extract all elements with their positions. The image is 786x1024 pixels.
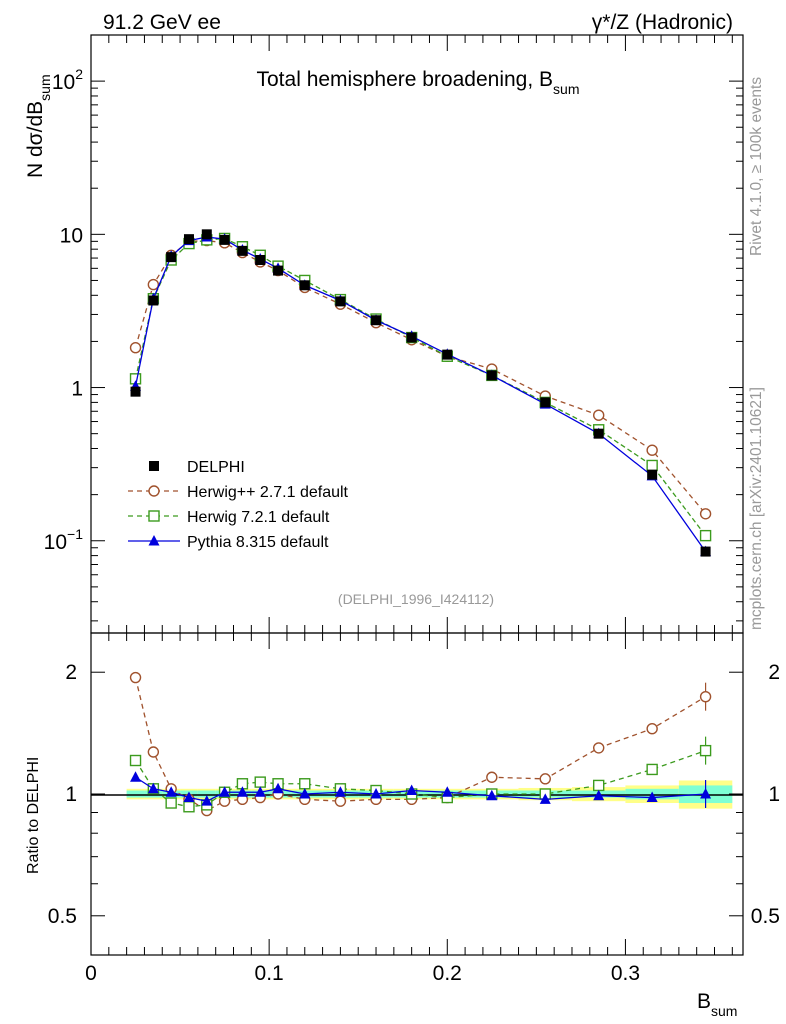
ratio-pythia-point <box>201 795 213 806</box>
ratio-pythia-point <box>406 784 418 796</box>
main-ylabel: N dσ/dBsum <box>24 74 53 178</box>
herwig7-point <box>699 529 712 542</box>
analysis-id: (DELPHI_1996_I424112) <box>338 591 494 607</box>
energy-label: 91.2 GeV ee <box>103 11 221 34</box>
x-tick-label: 0.3 <box>611 962 640 985</box>
delphi-point <box>371 315 382 326</box>
ratio-pythia-point <box>219 786 231 797</box>
ratio-herwig7-point <box>699 744 712 757</box>
ratio-pythia-point <box>441 786 453 797</box>
ratio-pythia-point <box>299 788 311 799</box>
delphi-point <box>183 234 194 245</box>
ratio-pythia-point <box>183 791 195 803</box>
delphi-point <box>201 229 212 240</box>
ratio-herwigpp-point <box>486 771 498 783</box>
herwigpp-point <box>699 508 712 520</box>
ratio-herwigpp-point <box>646 723 658 735</box>
ratio-herwigpp-point <box>147 746 160 758</box>
ratio-ylabel: Ratio to DELPHI <box>25 757 42 874</box>
delphi-point <box>148 295 159 306</box>
legend-marker-herwig7 <box>148 510 160 522</box>
ratio-pythia-point <box>165 786 177 797</box>
herwigpp-point <box>129 341 142 354</box>
herwigpp-point <box>147 278 160 291</box>
x-tick-label: 0 <box>85 962 97 985</box>
y-tick-label: 10 <box>60 224 83 247</box>
legend-marker-herwigpp <box>148 485 160 497</box>
ratio-pythia-point <box>370 788 382 799</box>
ratio-pythia-point <box>486 789 498 801</box>
delphi-point <box>219 234 230 245</box>
ratio-pythia-point <box>646 791 658 803</box>
ratio-y-tick-label: 2 <box>65 661 77 684</box>
legend-label: Pythia 8.315 default <box>187 534 329 551</box>
ratio-pythia-point <box>593 789 605 801</box>
delphi-point <box>299 280 310 291</box>
ratio-pythia-point <box>539 793 551 804</box>
ratio-pythia-point <box>130 771 142 782</box>
ratio-y-tick-label: 0.5 <box>48 905 77 928</box>
ratio-pythia-point <box>147 782 159 794</box>
delphi-point <box>406 332 417 343</box>
ratio-pythia-point <box>272 782 284 794</box>
x-axis-label: Bsum <box>697 990 737 1019</box>
ratio-panel: 0.5 0.5 1 1 2 2 0 0.1 0.2 0.3 Ratio to DELPHI Bsu… <box>25 632 780 1019</box>
delphi-point <box>700 546 711 557</box>
ratio-band-inner <box>197 790 216 798</box>
ratio-y-tick-label-right: 0.5 <box>751 905 780 928</box>
herwigpp-point <box>593 409 605 421</box>
ratio-pythia-point <box>254 786 266 797</box>
ratio-pythia-point <box>700 788 712 799</box>
plot-title: Total hemisphere broadening, Bsum <box>257 68 580 97</box>
ratio-herwigpp-point <box>699 690 712 703</box>
legend-label: Herwig++ 2.7.1 default <box>187 484 349 501</box>
rivet-label: Rivet 4.1.0, ≥ 100k events <box>748 77 765 256</box>
herwig7-point <box>646 459 658 472</box>
delphi-point <box>540 397 551 408</box>
ratio-herwig7-point <box>129 754 142 767</box>
ratio-herwig7-point <box>646 763 658 776</box>
legend-label: Herwig 7.2.1 default <box>187 509 330 526</box>
ratio-herwig7-point <box>254 776 266 788</box>
delphi-point <box>335 296 346 307</box>
legend: DELPHI Herwig++ 2.7.1 default Herwig 7.2.1… <box>128 459 349 551</box>
delphi-point <box>486 370 497 381</box>
ratio-herwig7-point <box>593 779 605 792</box>
herwigpp-point <box>646 444 658 456</box>
mcplots-label: mcplots.cern.ch [arXiv:2401.10621] <box>748 387 765 630</box>
ratio-herwigpp-point <box>539 773 551 785</box>
ratio-herwigpp-point <box>593 742 605 754</box>
y-tick-label: 10−1 <box>44 526 84 554</box>
ratio-herwigpp-point <box>129 671 142 684</box>
ratio-herwigpp-point <box>334 795 347 807</box>
series-line-3 <box>134 236 707 552</box>
ratio-band-inner <box>126 790 145 798</box>
legend-marker-pythia <box>148 535 160 546</box>
delphi-point <box>593 428 604 439</box>
ratio-herwig7-point <box>299 778 311 790</box>
x-tick-label: 0.2 <box>433 962 462 985</box>
y-tick-label: 102 <box>52 66 83 94</box>
main-panel: 102 10 1 10−1 Total hemisphere broadening, … <box>24 34 744 634</box>
legend-label: DELPHI <box>187 459 245 476</box>
ratio-pythia-point <box>236 786 248 797</box>
legend-marker-delphi <box>149 461 159 471</box>
x-tick-label: 0.1 <box>255 962 284 985</box>
delphi-point <box>647 469 658 480</box>
delphi-point <box>442 349 453 360</box>
ratio-y-tick-label: 1 <box>65 783 77 806</box>
ratio-herwig7-point <box>165 797 177 809</box>
delphi-point <box>130 386 141 397</box>
y-tick-label: 1 <box>71 378 83 401</box>
delphi-point <box>273 265 284 276</box>
process-label: γ*/Z (Hadronic) <box>592 11 733 34</box>
delphi-point <box>255 254 266 265</box>
delphi-point <box>166 252 177 263</box>
ratio-herwig7-point <box>183 801 195 813</box>
delphi-point <box>237 245 248 256</box>
ratio-y-tick-label-right: 2 <box>768 661 780 684</box>
ratio-pythia-point <box>334 786 346 797</box>
ratio-y-tick-label-right: 1 <box>768 783 780 806</box>
